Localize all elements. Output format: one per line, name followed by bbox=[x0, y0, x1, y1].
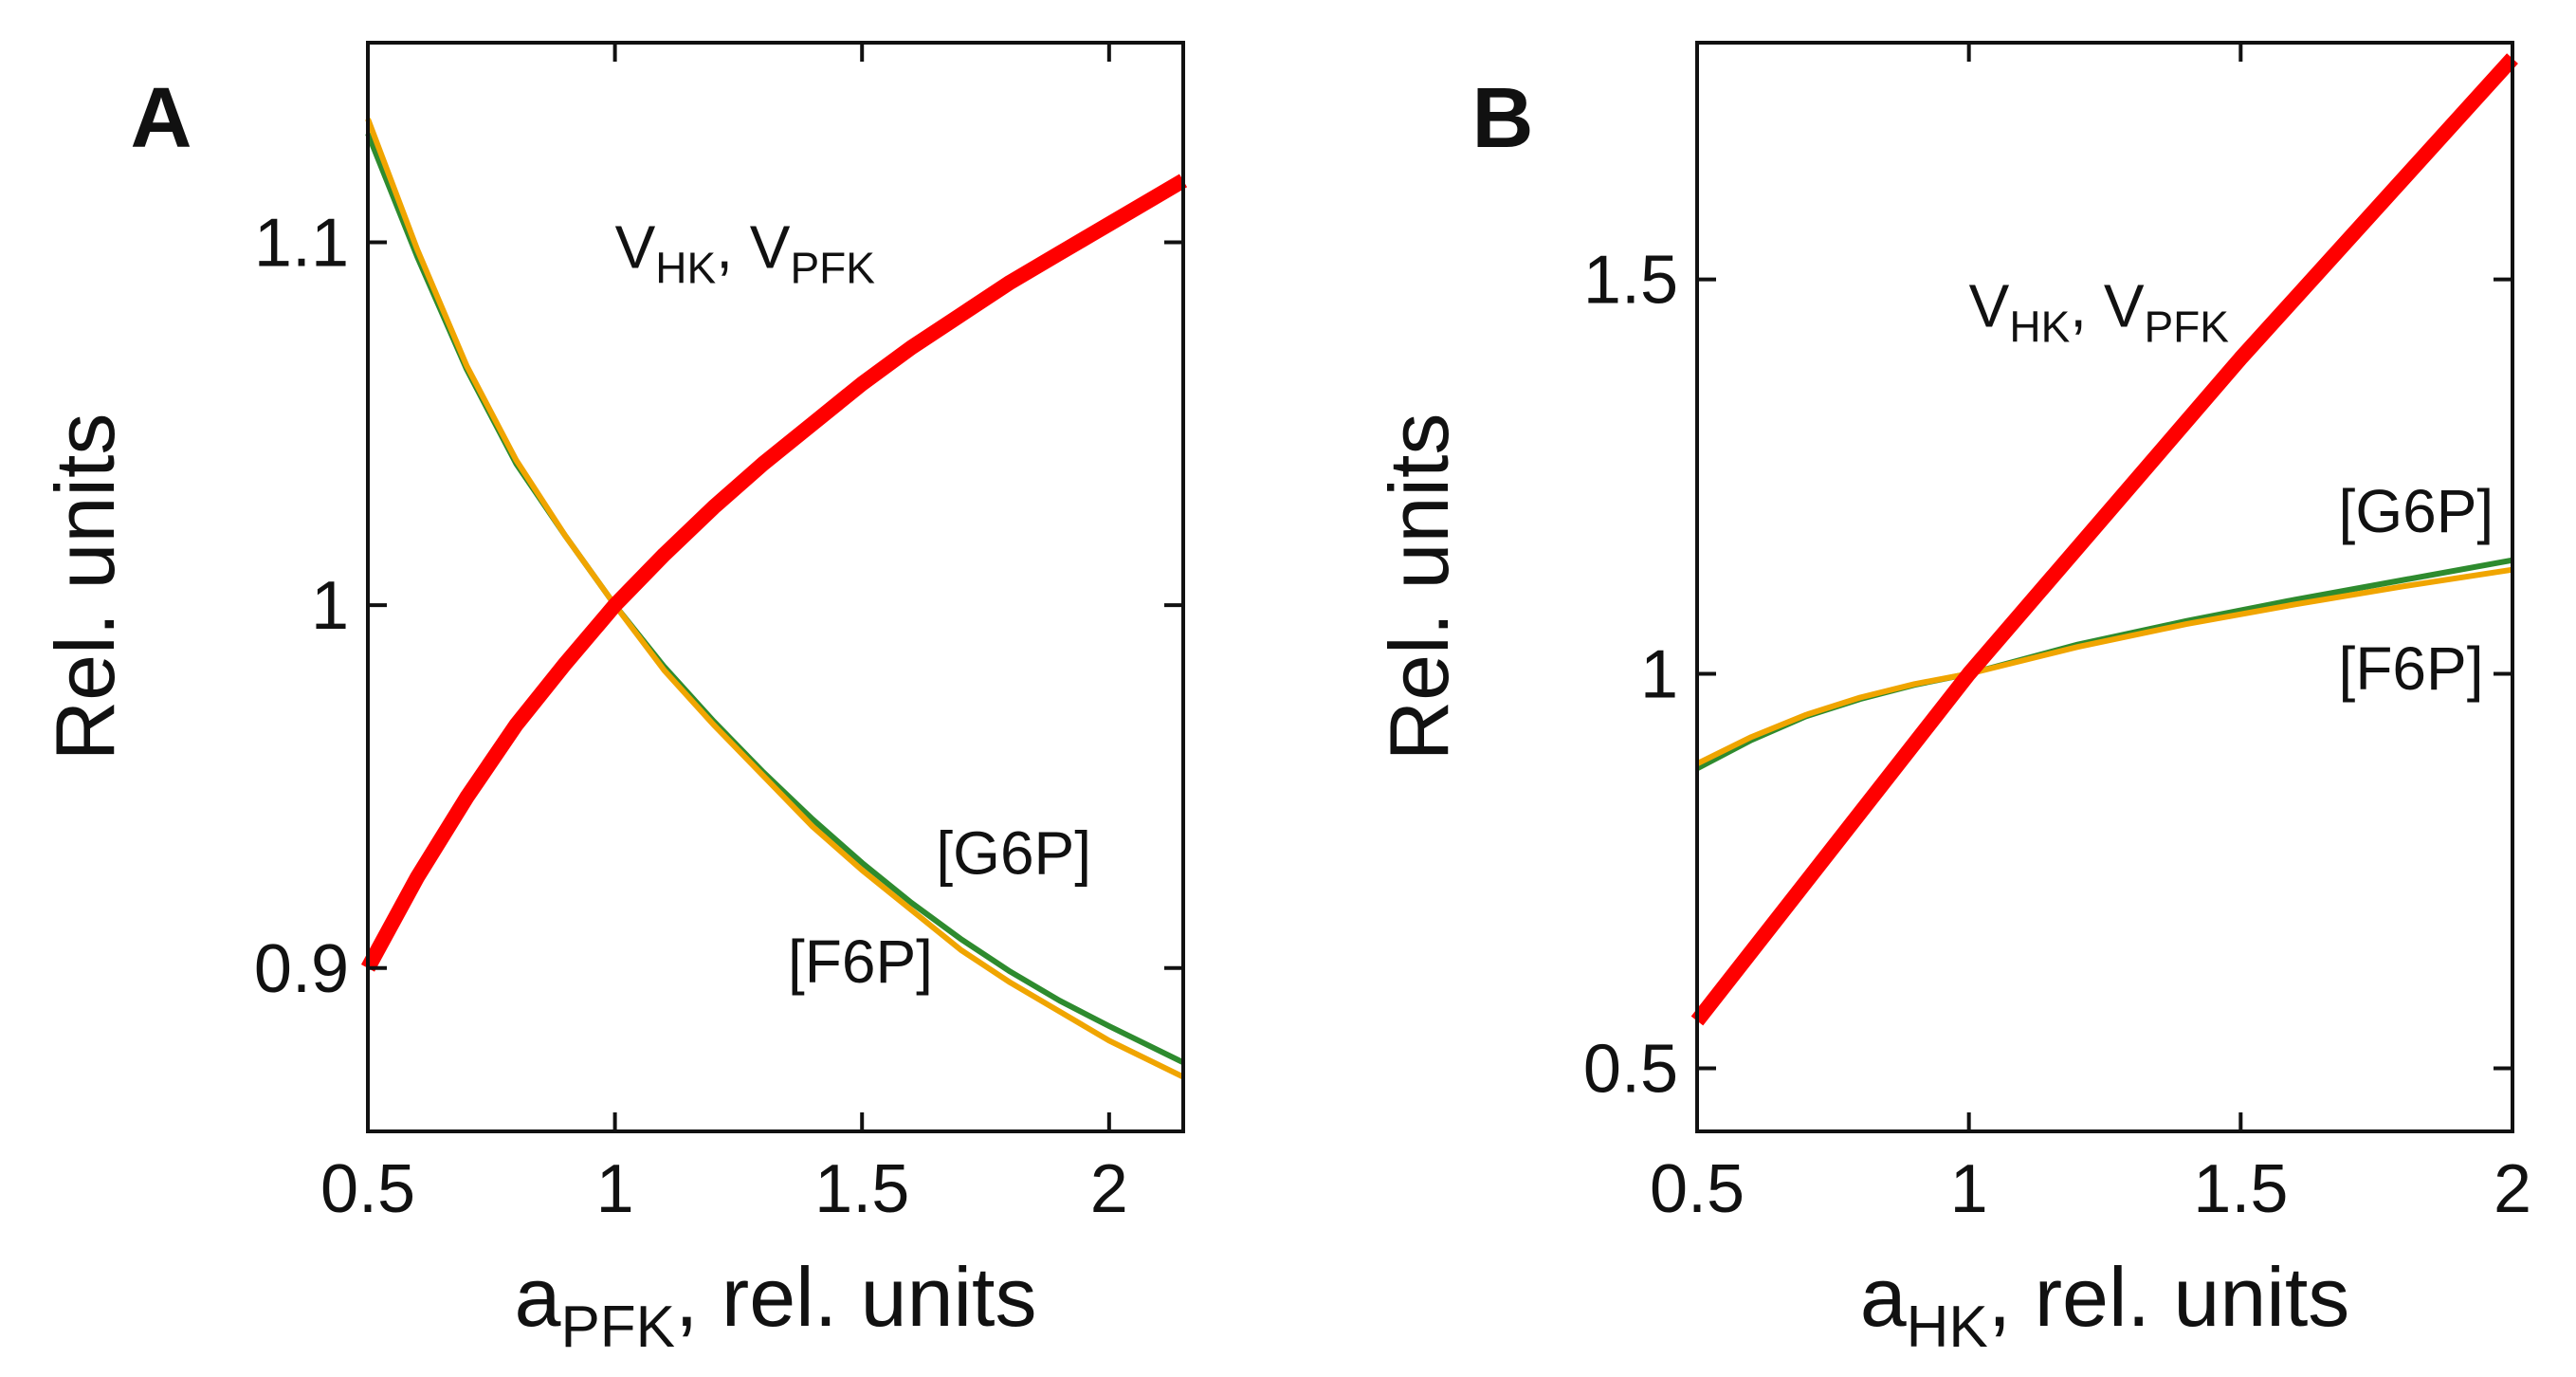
annotation-text: [F6P] bbox=[788, 927, 933, 996]
annotation-text: [G6P] bbox=[936, 818, 1091, 887]
label-f6p: [F6P] bbox=[2339, 634, 2484, 703]
x-tick-label: 2 bbox=[2494, 1151, 2531, 1227]
y-tick-label: 1 bbox=[311, 568, 349, 644]
y-tick-label: 1 bbox=[1640, 637, 1678, 713]
y-tick-label: 0.9 bbox=[254, 931, 349, 1007]
y-tick-label: 1.1 bbox=[254, 205, 349, 281]
x-tick-label: 0.5 bbox=[1650, 1151, 1745, 1227]
annotation-text: [F6P] bbox=[2339, 634, 2484, 703]
label-g6p: [G6P] bbox=[2339, 477, 2494, 545]
annotation-subscript: PFK bbox=[2145, 302, 2230, 351]
annotation-text: V bbox=[615, 212, 656, 281]
x-axis-unit: , rel. units bbox=[1988, 1250, 2349, 1344]
y-tick-label: 0.5 bbox=[1583, 1031, 1678, 1107]
x-tick-label: 1 bbox=[1950, 1151, 1988, 1227]
x-axis-title: aPFK, rel. units bbox=[514, 1250, 1036, 1360]
x-tick-label: 0.5 bbox=[320, 1151, 415, 1227]
y-axis-title: Rel. units bbox=[38, 413, 132, 762]
panel-letter: B bbox=[1472, 71, 1534, 166]
label-g6p: [G6P] bbox=[936, 818, 1091, 887]
x-axis-symbol: a bbox=[1860, 1250, 1907, 1344]
annotation-text: , V bbox=[716, 212, 791, 281]
annotation-text: V bbox=[1969, 271, 2010, 340]
annotation-text: [G6P] bbox=[2339, 477, 2494, 545]
x-tick-label: 1.5 bbox=[814, 1151, 909, 1227]
label-v-hk-v-pfk: VHK, VPFK bbox=[615, 212, 876, 292]
x-tick-label: 1 bbox=[596, 1151, 634, 1227]
panel-letter: A bbox=[131, 71, 192, 166]
x-axis-subscript: HK bbox=[1907, 1294, 1988, 1360]
x-tick-label: 2 bbox=[1090, 1151, 1128, 1227]
plot-frame bbox=[1695, 41, 2514, 1133]
label-v-hk-v-pfk: VHK, VPFK bbox=[1969, 271, 2230, 351]
x-axis-subscript: PFK bbox=[560, 1294, 675, 1360]
annotation-subscript: HK bbox=[655, 243, 716, 292]
y-tick-label: 1.5 bbox=[1583, 243, 1678, 319]
annotation-subscript: HK bbox=[2009, 302, 2070, 351]
y-axis-title: Rel. units bbox=[1372, 413, 1466, 762]
annotation-subscript: PFK bbox=[790, 243, 875, 292]
label-f6p: [F6P] bbox=[788, 927, 933, 996]
x-axis-unit: , rel. units bbox=[675, 1250, 1036, 1344]
x-tick-label: 1.5 bbox=[2193, 1151, 2288, 1227]
x-axis-title: aHK, rel. units bbox=[1860, 1250, 2350, 1360]
plot-frame bbox=[366, 41, 1185, 1133]
annotation-text: , V bbox=[2070, 271, 2145, 340]
series-line-v-hk-v-pfk bbox=[1690, 53, 2518, 1026]
series-line-v-hk-v-pfk bbox=[360, 174, 1188, 972]
series-line-f6p bbox=[365, 118, 1185, 1080]
x-axis-symbol: a bbox=[514, 1250, 560, 1344]
